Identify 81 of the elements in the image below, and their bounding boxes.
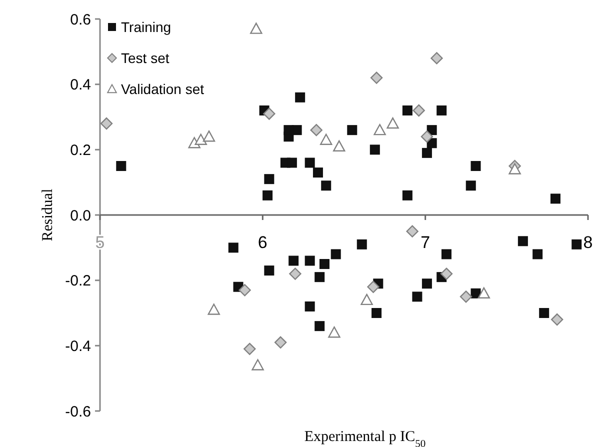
point [470,161,481,171]
point [372,308,382,318]
point [116,161,126,171]
point [194,134,207,145]
point [402,190,412,200]
point [250,22,262,34]
point [426,125,437,136]
y-tick-label: -0.2 [65,272,91,290]
point [286,158,297,168]
x-axis-title: Experimental p IC$_{50}$ [304,429,426,447]
point [333,140,346,152]
point [440,268,453,280]
point [386,117,399,129]
point [420,130,434,143]
point [328,326,340,338]
point [460,290,472,303]
legend-label: Validation set [121,80,204,97]
y-tick-label: 0.6 [70,11,91,28]
point [264,174,274,184]
x-tick-label: 6 [258,233,268,252]
point [274,336,287,348]
point [406,225,418,238]
point [518,236,528,246]
point [208,304,220,315]
point [466,180,476,191]
point [289,268,302,280]
point [295,92,306,102]
point [320,134,332,145]
point [228,242,238,253]
point [550,194,560,204]
point [314,272,325,282]
point [244,342,256,356]
point [321,180,332,191]
legend-label: Test set [121,50,170,66]
point [430,52,443,64]
point [422,148,432,158]
point [304,158,315,168]
point [370,72,383,84]
point [314,321,325,332]
point [550,313,564,326]
point [412,292,422,302]
point [539,308,550,318]
point [202,130,216,142]
point [356,239,367,250]
x-tick-label: 7 [420,233,430,252]
point [330,249,341,260]
point [572,239,582,250]
y-axis-title: Residual [40,188,56,242]
y-tick-label: 0.2 [70,142,91,159]
y-tick-label: 0.0 [70,207,91,224]
point [426,138,437,148]
point [310,124,322,136]
point [436,105,447,116]
point [374,124,386,136]
y-tick-label: -0.4 [65,338,91,355]
y-tick-label: 0.4 [70,76,91,94]
point [478,287,490,298]
point [360,294,373,306]
point [441,249,452,260]
point [252,359,264,370]
point [264,266,274,276]
legend-label: Training [121,18,172,35]
point [288,256,299,266]
point [412,104,425,117]
point [262,190,273,200]
point [312,168,323,178]
point [532,249,543,260]
y-tick-label: -0.6 [65,403,91,420]
point [347,125,358,136]
point [402,105,412,116]
point [508,163,521,174]
point [304,301,315,312]
point [304,256,315,266]
x-tick-label: 8 [583,233,593,252]
point [367,280,380,293]
point [370,144,380,155]
point [263,108,276,120]
point [319,259,330,269]
point [100,117,113,130]
point [422,278,432,289]
point [238,284,251,296]
